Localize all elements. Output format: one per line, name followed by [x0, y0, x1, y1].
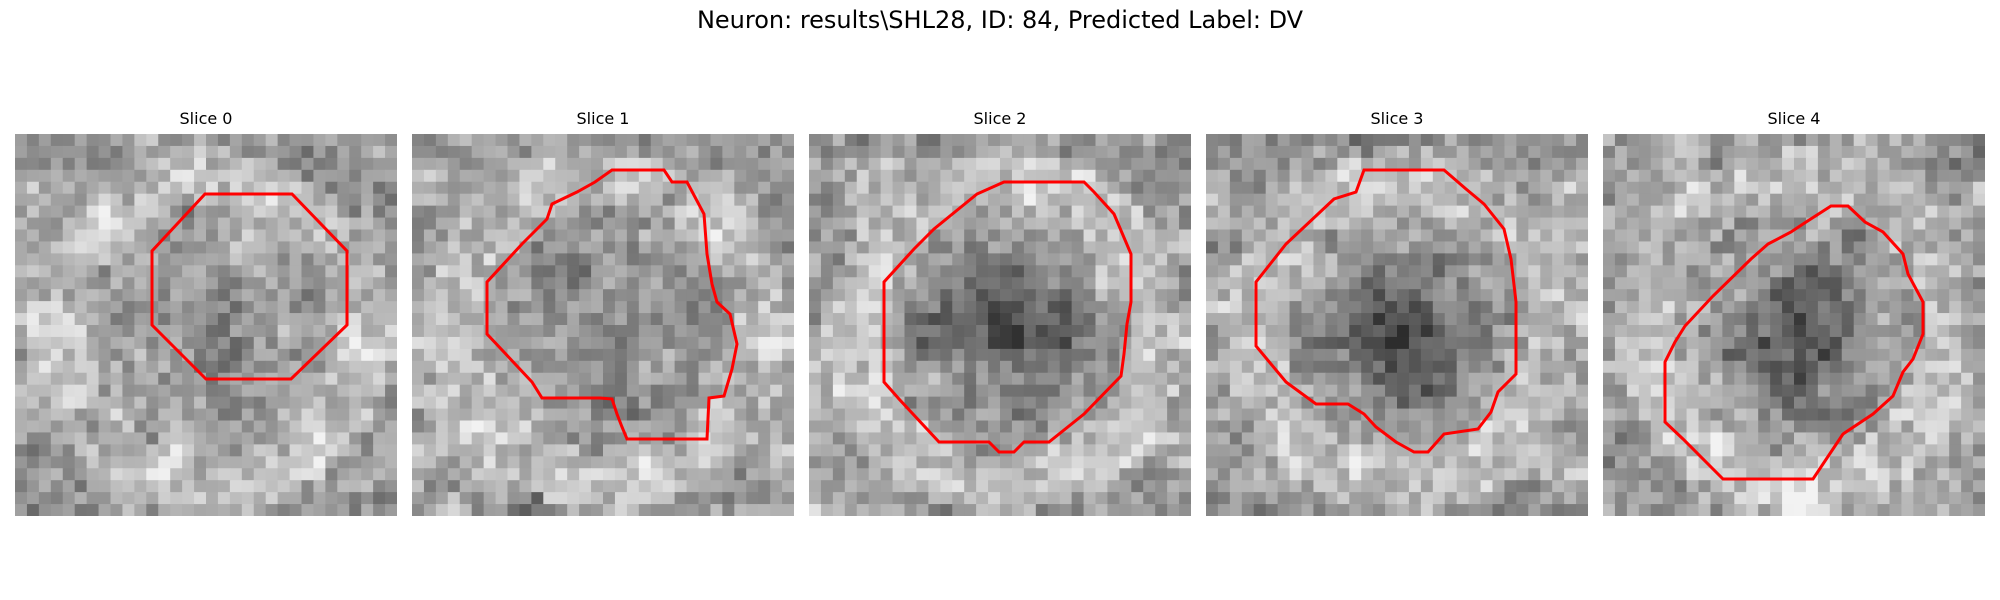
slice-panel-4: Slice 4 [1603, 108, 1985, 516]
neuron-contour [485, 168, 739, 441]
slice-title: Slice 0 [179, 109, 233, 128]
slice-panel-2: Slice 2 [809, 108, 1191, 516]
slice-title: Slice 2 [973, 109, 1027, 128]
slice-image [1603, 134, 1985, 516]
slice-panel-3: Slice 3 [1206, 108, 1588, 516]
neuron-contour [882, 180, 1133, 454]
slice-image [412, 134, 794, 516]
slice-image [1206, 134, 1588, 516]
figure-title: Neuron: results\SHL28, ID: 84, Predicted… [696, 6, 1304, 34]
neuron-contour [1663, 204, 1925, 481]
neuron-contour [150, 192, 349, 381]
slice-title: Slice 4 [1767, 109, 1821, 128]
slice-title: Slice 1 [576, 109, 630, 128]
slice-image [15, 134, 397, 516]
neuron-contour [1254, 168, 1518, 454]
slice-title: Slice 3 [1370, 109, 1424, 128]
slice-panel-0: Slice 0 [15, 108, 397, 516]
slice-image [809, 134, 1191, 516]
slice-panel-1: Slice 1 [412, 108, 794, 516]
